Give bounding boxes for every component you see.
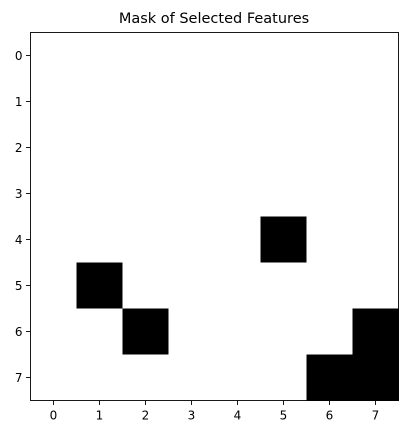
- heatmap-cell-r6-c5: [260, 308, 307, 355]
- x-tick-label-0: 0: [50, 409, 58, 423]
- heatmap-cell-r2-c4: [214, 124, 261, 171]
- heatmap-cell-r5-c1: [76, 262, 123, 309]
- heatmap-cell-r1-c1: [76, 78, 123, 125]
- heatmap-cell-r1-c6: [306, 78, 353, 125]
- heatmap-cell-r2-c6: [306, 124, 353, 171]
- heatmap-cell-r3-c3: [168, 170, 215, 217]
- heatmap-cell-r7-c2: [122, 354, 169, 401]
- y-axis: 0 1 2 3 4 5 6 7: [15, 49, 31, 385]
- heatmap-cell-r4-c7: [352, 216, 399, 263]
- heatmap-cell-r0-c3: [168, 32, 215, 79]
- heatmap-cell-r2-c2: [122, 124, 169, 171]
- heatmap-cell-r3-c2: [122, 170, 169, 217]
- heatmap-cell-r5-c4: [214, 262, 261, 309]
- x-tick-label-5: 5: [280, 409, 288, 423]
- heatmap-cell-r7-c0: [30, 354, 77, 401]
- heatmap-cell-r1-c0: [30, 78, 77, 125]
- heatmap-cell-r1-c3: [168, 78, 215, 125]
- x-tick-label-4: 4: [234, 409, 242, 423]
- heatmap-cell-r4-c1: [76, 216, 123, 263]
- heatmap-cell-r3-c4: [214, 170, 261, 217]
- heatmap-cell-r3-c7: [352, 170, 399, 217]
- heatmap-cell-r3-c1: [76, 170, 123, 217]
- heatmap-cell-r6-c1: [76, 308, 123, 355]
- heatmap-cell-r4-c4: [214, 216, 261, 263]
- y-tick-label-6: 6: [15, 325, 23, 339]
- heatmap-cell-r7-c1: [76, 354, 123, 401]
- heatmap-cell-r2-c1: [76, 124, 123, 171]
- chart-title: Mask of Selected Features: [119, 11, 309, 27]
- x-tick-label-1: 1: [96, 409, 104, 423]
- heatmap-cell-r6-c7: [352, 308, 399, 355]
- heatmap-cell-r2-c7: [352, 124, 399, 171]
- heatmap-cell-r0-c7: [352, 32, 399, 79]
- y-tick-label-0: 0: [15, 49, 23, 63]
- heatmap-cell-r3-c0: [30, 170, 77, 217]
- y-tick-label-2: 2: [15, 141, 23, 155]
- heatmap-cell-r1-c2: [122, 78, 169, 125]
- heatmap-cell-r1-c5: [260, 78, 307, 125]
- heatmap-cells: [30, 32, 399, 401]
- heatmap-cell-r0-c5: [260, 32, 307, 79]
- heatmap-cell-r0-c6: [306, 32, 353, 79]
- heatmap-cell-r0-c0: [30, 32, 77, 79]
- heatmap-cell-r6-c6: [306, 308, 353, 355]
- heatmap-cell-r7-c3: [168, 354, 215, 401]
- heatmap-cell-r2-c0: [30, 124, 77, 171]
- x-tick-label-6: 6: [326, 409, 334, 423]
- heatmap-cell-r0-c4: [214, 32, 261, 79]
- heatmap-cell-r5-c7: [352, 262, 399, 309]
- heatmap-cell-r3-c5: [260, 170, 307, 217]
- heatmap-cell-r6-c4: [214, 308, 261, 355]
- heatmap-cell-r0-c1: [76, 32, 123, 79]
- heatmap-cell-r4-c6: [306, 216, 353, 263]
- heatmap-cell-r5-c0: [30, 262, 77, 309]
- y-tick-label-4: 4: [15, 233, 23, 247]
- y-tick-label-5: 5: [15, 279, 23, 293]
- heatmap-cell-r7-c5: [260, 354, 307, 401]
- plot-frame: [30, 32, 399, 401]
- heatmap-cell-r6-c0: [30, 308, 77, 355]
- heatmap-cell-r4-c0: [30, 216, 77, 263]
- heatmap-cell-r5-c5: [260, 262, 307, 309]
- heatmap-cell-r5-c6: [306, 262, 353, 309]
- heatmap-cell-r2-c3: [168, 124, 215, 171]
- heatmap-cell-r4-c3: [168, 216, 215, 263]
- heatmap-cell-r7-c7: [352, 354, 399, 401]
- heatmap-cell-r3-c6: [306, 170, 353, 217]
- heatmap-cell-r7-c4: [214, 354, 261, 401]
- x-tick-label-3: 3: [188, 409, 196, 423]
- x-tick-label-2: 2: [142, 409, 150, 423]
- y-tick-label-3: 3: [15, 187, 23, 201]
- heatmap-cell-r7-c6: [306, 354, 353, 401]
- heatmap-cell-r1-c4: [214, 78, 261, 125]
- heatmap-cell-r4-c5: [260, 216, 307, 263]
- x-axis: 0 1 2 3 4 5 6 7: [50, 400, 380, 423]
- heatmap-cell-r6-c3: [168, 308, 215, 355]
- heatmap-cell-r0-c2: [122, 32, 169, 79]
- heatmap-cell-r5-c2: [122, 262, 169, 309]
- x-tick-label-7: 7: [372, 409, 380, 423]
- heatmap-cell-r6-c2: [122, 308, 169, 355]
- y-tick-label-7: 7: [15, 371, 23, 385]
- heatmap-cell-r1-c7: [352, 78, 399, 125]
- y-tick-label-1: 1: [15, 95, 23, 109]
- heatmap-cell-r4-c2: [122, 216, 169, 263]
- heatmap-cell-r5-c3: [168, 262, 215, 309]
- heatmap-cell-r2-c5: [260, 124, 307, 171]
